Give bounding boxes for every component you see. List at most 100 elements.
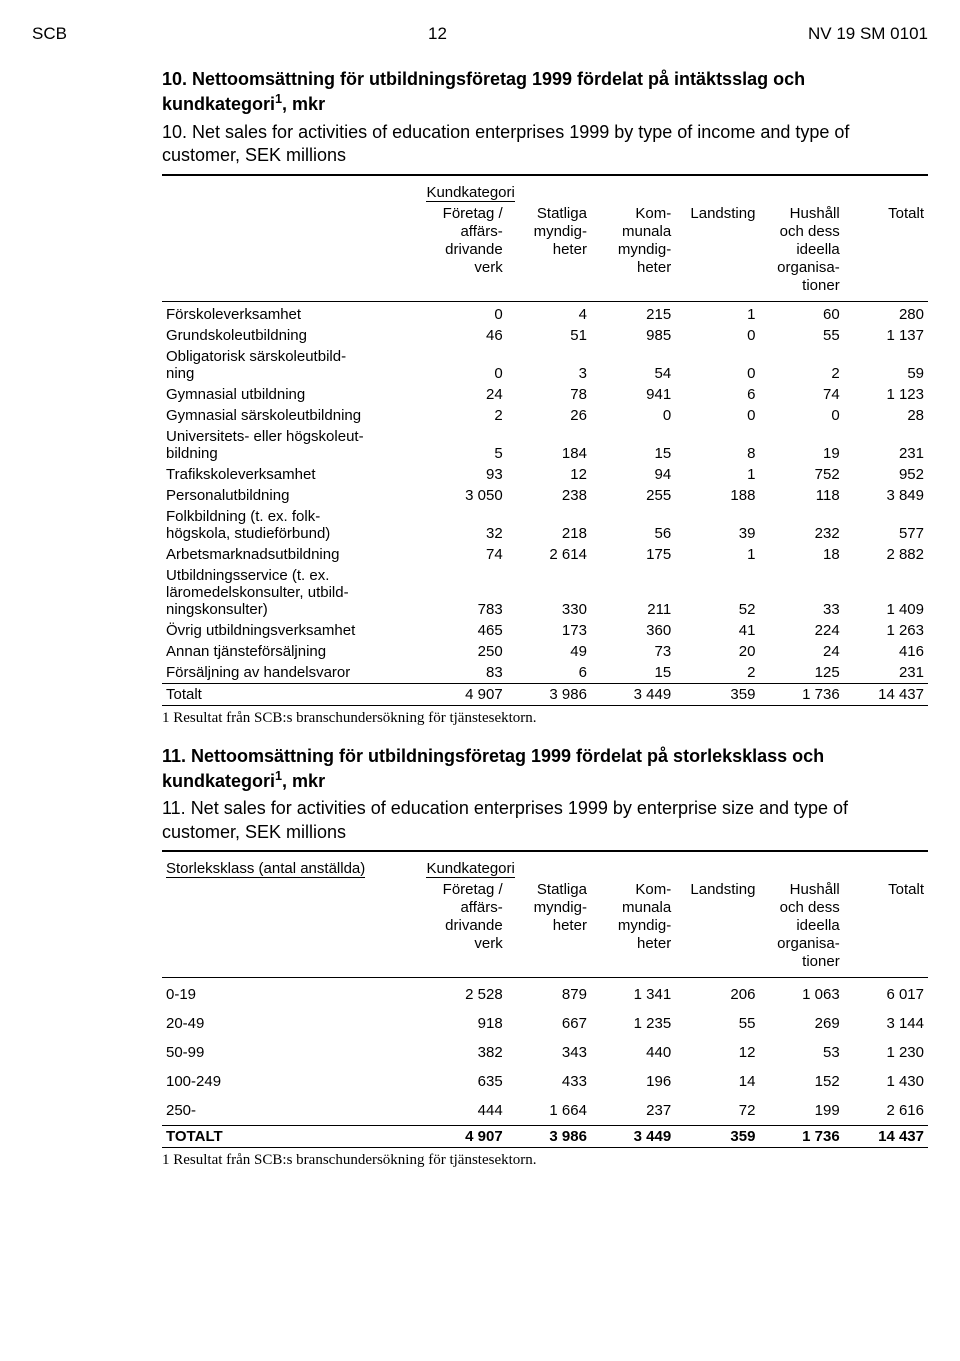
col11-h4: Landsting bbox=[675, 879, 759, 978]
cell-value: 3 050 bbox=[422, 485, 506, 506]
row-label: Universitets- eller högskoleut-bildning bbox=[162, 426, 422, 464]
row-label: Arbetsmarknadsutbildning bbox=[162, 544, 422, 565]
footnote-11: 1 Resultat från SCB:s branschundersöknin… bbox=[162, 1152, 928, 1169]
total-value: 3 986 bbox=[507, 683, 591, 705]
cell-value: 635 bbox=[422, 1067, 506, 1096]
row-label: Folkbildning (t. ex. folk-högskola, stud… bbox=[162, 506, 422, 544]
cell-value: 55 bbox=[759, 325, 843, 346]
section10-title-sv: 10. Nettoomsättning för utbildningsföret… bbox=[162, 68, 928, 117]
total-value: 3 449 bbox=[591, 683, 675, 705]
table-row: 0-192 5288791 3412061 0636 017 bbox=[162, 980, 928, 1009]
total-value: 14 437 bbox=[844, 1126, 928, 1148]
cell-value: 1 664 bbox=[507, 1096, 591, 1126]
cell-value: 1 263 bbox=[844, 620, 928, 641]
cell-value: 173 bbox=[507, 620, 591, 641]
cell-value: 93 bbox=[422, 464, 506, 485]
cell-value: 74 bbox=[422, 544, 506, 565]
cell-value: 39 bbox=[675, 506, 759, 544]
cell-value: 60 bbox=[759, 304, 843, 325]
col11-h3: Kom-munalamyndig-heter bbox=[591, 879, 675, 978]
total-value: 1 736 bbox=[759, 1126, 843, 1148]
cell-value: 94 bbox=[591, 464, 675, 485]
cell-value: 667 bbox=[507, 1009, 591, 1038]
cell-value: 1 bbox=[675, 304, 759, 325]
table-row: Övrig utbildningsverksamhet4651733604122… bbox=[162, 620, 928, 641]
page-header: SCB 12 NV 19 SM 0101 bbox=[32, 24, 928, 44]
cell-value: 0 bbox=[675, 325, 759, 346]
table-row: Universitets- eller högskoleut-bildning5… bbox=[162, 426, 928, 464]
cell-value: 1 230 bbox=[844, 1038, 928, 1067]
cell-value: 918 bbox=[422, 1009, 506, 1038]
section11-title-sv: 11. Nettoomsättning för utbildningsföret… bbox=[162, 745, 928, 794]
row-label: Obligatorisk särskoleutbild-ning bbox=[162, 346, 422, 384]
cell-value: 783 bbox=[422, 565, 506, 620]
row-label: Övrig utbildningsverksamhet bbox=[162, 620, 422, 641]
total-value: 1 736 bbox=[759, 683, 843, 705]
row-label: Gymnasial särskoleutbildning bbox=[162, 405, 422, 426]
row-label: Gymnasial utbildning bbox=[162, 384, 422, 405]
header-center: 12 bbox=[428, 24, 447, 44]
total-value: 4 907 bbox=[422, 683, 506, 705]
row-label: Annan tjänsteförsäljning bbox=[162, 641, 422, 662]
cell-value: 941 bbox=[591, 384, 675, 405]
table-row: Försäljning av handelsvaror836152125231 bbox=[162, 662, 928, 684]
cell-value: 2 bbox=[422, 405, 506, 426]
cell-value: 125 bbox=[759, 662, 843, 684]
cell-value: 32 bbox=[422, 506, 506, 544]
cell-value: 206 bbox=[675, 980, 759, 1009]
cell-value: 1 235 bbox=[591, 1009, 675, 1038]
col11-h2: Statligamyndig-heter bbox=[507, 879, 591, 978]
cell-value: 72 bbox=[675, 1096, 759, 1126]
cell-value: 46 bbox=[422, 325, 506, 346]
col-h5: Hushålloch dessideellaorganisa-tioner bbox=[759, 203, 843, 302]
cell-value: 19 bbox=[759, 426, 843, 464]
cell-value: 1 bbox=[675, 544, 759, 565]
total-value: 3 986 bbox=[507, 1126, 591, 1148]
table-row: Annan tjänsteförsäljning25049732024416 bbox=[162, 641, 928, 662]
col11-h5: Hushålloch dessideellaorganisa-tioner bbox=[759, 879, 843, 978]
col11-h1: Företag /affärs-drivandeverk bbox=[422, 879, 506, 978]
col-h2: Statligamyndig-heter bbox=[507, 203, 591, 302]
cell-value: 2 bbox=[675, 662, 759, 684]
cell-value: 2 614 bbox=[507, 544, 591, 565]
cell-value: 1 bbox=[675, 464, 759, 485]
row-label: Utbildningsservice (t. ex.läromedelskons… bbox=[162, 565, 422, 620]
cell-value: 752 bbox=[759, 464, 843, 485]
cell-value: 0 bbox=[422, 304, 506, 325]
cell-value: 55 bbox=[675, 1009, 759, 1038]
section11-title-en: 11. Net sales for activities of educatio… bbox=[162, 797, 928, 844]
cell-value: 440 bbox=[591, 1038, 675, 1067]
cell-value: 184 bbox=[507, 426, 591, 464]
cell-value: 12 bbox=[675, 1038, 759, 1067]
cell-value: 196 bbox=[591, 1067, 675, 1096]
cell-value: 33 bbox=[759, 565, 843, 620]
cell-value: 280 bbox=[844, 304, 928, 325]
cell-value: 199 bbox=[759, 1096, 843, 1126]
cell-value: 18 bbox=[759, 544, 843, 565]
row-label: Trafikskoleverksamhet bbox=[162, 464, 422, 485]
cell-value: 985 bbox=[591, 325, 675, 346]
table-10: Kundkategori Företag /affärs-drivandever… bbox=[162, 174, 928, 706]
total-label: Totalt bbox=[162, 683, 422, 705]
total-value: 14 437 bbox=[844, 683, 928, 705]
cell-value: 2 528 bbox=[422, 980, 506, 1009]
row-label: 250- bbox=[162, 1096, 422, 1126]
table-row: 20-499186671 235552693 144 bbox=[162, 1009, 928, 1038]
table-row: Gymnasial särskoleutbildning22600028 bbox=[162, 405, 928, 426]
cell-value: 54 bbox=[591, 346, 675, 384]
cell-value: 416 bbox=[844, 641, 928, 662]
cell-value: 59 bbox=[844, 346, 928, 384]
col-h1: Företag /affärs-drivandeverk bbox=[422, 203, 506, 302]
cell-value: 0 bbox=[422, 346, 506, 384]
cell-value: 343 bbox=[507, 1038, 591, 1067]
cell-value: 232 bbox=[759, 506, 843, 544]
cell-value: 78 bbox=[507, 384, 591, 405]
table-row: Trafikskoleverksamhet9312941752952 bbox=[162, 464, 928, 485]
cell-value: 0 bbox=[675, 405, 759, 426]
cell-value: 73 bbox=[591, 641, 675, 662]
cell-value: 2 bbox=[759, 346, 843, 384]
cell-value: 175 bbox=[591, 544, 675, 565]
kundkategori-label-11: Kundkategori bbox=[426, 860, 514, 878]
cell-value: 3 144 bbox=[844, 1009, 928, 1038]
cell-value: 20 bbox=[675, 641, 759, 662]
